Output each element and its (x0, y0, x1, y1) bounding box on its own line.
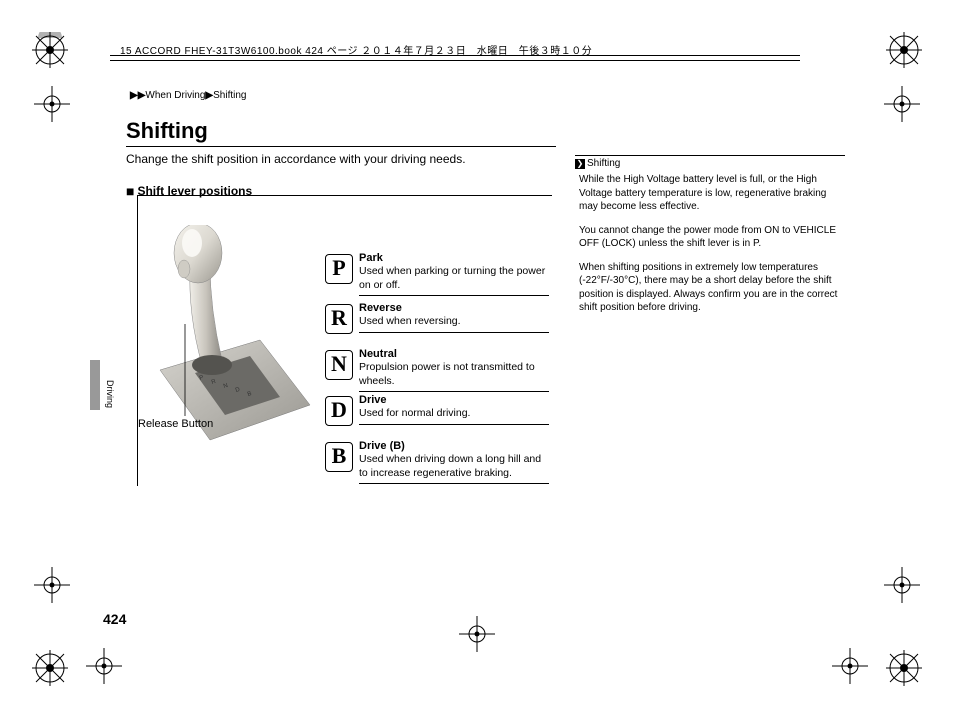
registration-mark-icon (886, 32, 922, 68)
shift-position-letter: B (325, 442, 353, 472)
breadcrumb-arrow-icon: ▶▶ (130, 90, 145, 101)
sidebar-para: You cannot change the power mode from ON… (579, 224, 845, 251)
page-root: 15 ACCORD FHEY-31T3W6100.book 424 ページ ２０… (0, 0, 954, 718)
crop-mark-icon (84, 646, 124, 686)
shift-position-text: DriveUsed for normal driving. (359, 394, 549, 424)
shift-position-letter: P (325, 254, 353, 284)
registration-mark-icon (32, 32, 68, 68)
sidebar-head-rule (575, 155, 845, 156)
crop-mark-icon (830, 646, 870, 686)
breadcrumb-seg2: Shifting (213, 90, 246, 101)
page-title: Shifting (126, 118, 208, 144)
shift-position-name: Drive (B) (359, 440, 549, 452)
shift-position-rule (359, 391, 549, 392)
shift-position-text: Drive (B)Used when driving down a long h… (359, 440, 549, 484)
shift-position-rule (359, 295, 549, 296)
square-bullet-icon: ■ (126, 183, 134, 199)
chapter-tab (90, 360, 100, 410)
shift-lever-illustration: P R N D B (140, 225, 330, 445)
shift-position-text: ReverseUsed when reversing. (359, 302, 549, 332)
registration-mark-icon (32, 650, 68, 686)
sidebar-chevron-icon: ❯ (575, 159, 585, 169)
chapter-tab-label: Driving (105, 380, 115, 408)
crop-mark-icon (32, 565, 72, 605)
shift-position-desc: Used when parking or turning the power o… (359, 265, 549, 292)
shift-position-desc: Used for normal driving. (359, 407, 549, 421)
sidebar-para: While the High Voltage battery level is … (579, 173, 845, 214)
shift-position-name: Drive (359, 394, 549, 406)
release-callout-line (175, 324, 195, 419)
shift-position-desc: Propulsion power is not transmitted to w… (359, 361, 549, 388)
release-button-label: Release Button (138, 418, 213, 430)
shift-position-letter: N (325, 350, 353, 380)
breadcrumb-seg1: When Driving (145, 90, 205, 101)
crop-mark-icon (882, 84, 922, 124)
header-bookline: 15 ACCORD FHEY-31T3W6100.book 424 ページ ２０… (120, 42, 592, 57)
crop-mark-icon (882, 565, 922, 605)
shift-position-rule (359, 424, 549, 425)
diagram-frame-left (137, 196, 138, 486)
sidebar-heading-text: Shifting (587, 158, 620, 169)
shift-position-letter: R (325, 304, 353, 334)
title-rule (126, 146, 556, 147)
shift-position-name: Park (359, 252, 549, 264)
sidebar-para: When shifting positions in extremely low… (579, 261, 845, 315)
shift-position-name: Neutral (359, 348, 549, 360)
breadcrumb-arrow-icon: ▶ (205, 90, 213, 101)
intro-text: Change the shift position in accordance … (126, 152, 466, 166)
shift-position-text: NeutralPropulsion power is not transmitt… (359, 348, 549, 392)
crop-mark-icon (457, 614, 497, 654)
sidebar-heading: ❯Shifting (575, 158, 845, 169)
header-rule-bottom (110, 60, 800, 61)
shift-position-desc: Used when driving down a long hill and t… (359, 453, 549, 480)
shift-position-text: ParkUsed when parking or turning the pow… (359, 252, 549, 296)
breadcrumb: ▶▶When Driving▶Shifting (130, 90, 246, 101)
registration-mark-icon (886, 650, 922, 686)
shift-position-letter: D (325, 396, 353, 426)
shift-position-rule (359, 483, 549, 484)
page-number: 424 (103, 611, 126, 627)
sidebar-column: ❯Shifting While the High Voltage battery… (575, 155, 845, 325)
shift-position-rule (359, 332, 549, 333)
shift-position-name: Reverse (359, 302, 549, 314)
shift-position-desc: Used when reversing. (359, 315, 549, 329)
crop-mark-icon (32, 84, 72, 124)
